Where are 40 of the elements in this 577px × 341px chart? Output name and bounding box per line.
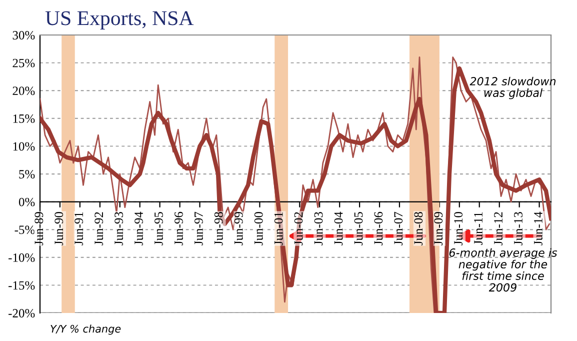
- x-tick-label: Jun-09: [434, 212, 443, 246]
- x-tick-label: Jun-99: [234, 212, 243, 246]
- x-tick-label: Jun-05: [354, 212, 363, 246]
- y-tick-label: -5%: [14, 226, 35, 234]
- annotation: 6-month average is negative for the first time since 2009: [449, 248, 558, 292]
- x-tick-label: Jun-03: [314, 212, 323, 246]
- y-tick-label: 30%: [12, 31, 35, 40]
- x-tick-label: Jun-10: [454, 212, 463, 246]
- y-tick-label: 25%: [12, 58, 35, 68]
- x-tick-label: Jun-98: [214, 212, 223, 246]
- text: Y/Y % change: [50, 324, 121, 335]
- y-tick-label: 5%: [19, 170, 35, 178]
- x-tick-label: Jun-06: [374, 212, 383, 246]
- y-tick-label: -20%: [8, 309, 35, 318]
- x-tick-label: Jun-11: [474, 212, 482, 245]
- x-tick-label: Jun-13: [514, 212, 522, 246]
- y-tick-label: -15%: [8, 281, 35, 290]
- x-tick-label: Jun-93: [114, 212, 124, 246]
- x-tick-label: Jun-95: [154, 212, 163, 246]
- x-tick-label: Jun-07: [394, 212, 403, 246]
- x-tick-label: Jun-02: [294, 212, 303, 246]
- y-tick-label: 10%: [13, 142, 35, 151]
- chart-title: US Exports, NSA: [45, 11, 194, 30]
- y-tick-label: 0%: [18, 198, 35, 206]
- x-tick-label: Jun-97: [194, 212, 203, 246]
- y-tick-label: 15%: [13, 114, 35, 123]
- x-tick-label: Jun-92: [94, 212, 104, 246]
- x-tick-label: Jun-14: [534, 212, 542, 246]
- y-tick-label: -10%: [8, 253, 35, 262]
- x-tick-label: Jun-91: [74, 212, 84, 246]
- x-tick-label: Jun-94: [134, 212, 143, 246]
- x-tick-label: Jun-04: [334, 212, 343, 246]
- x-tick-label: Jun-96: [174, 212, 183, 246]
- x-tick-label: Jun-00: [254, 212, 263, 246]
- annotation: 2012 slowdown was global: [470, 76, 556, 100]
- x-tick-label: Jun-12: [494, 212, 503, 246]
- y-tick-label: 20%: [12, 86, 35, 96]
- x-tick-label: Jun-89: [34, 212, 44, 246]
- x-tick-label: Jun-90: [54, 212, 64, 246]
- x-tick-label: Jun-08: [414, 212, 423, 246]
